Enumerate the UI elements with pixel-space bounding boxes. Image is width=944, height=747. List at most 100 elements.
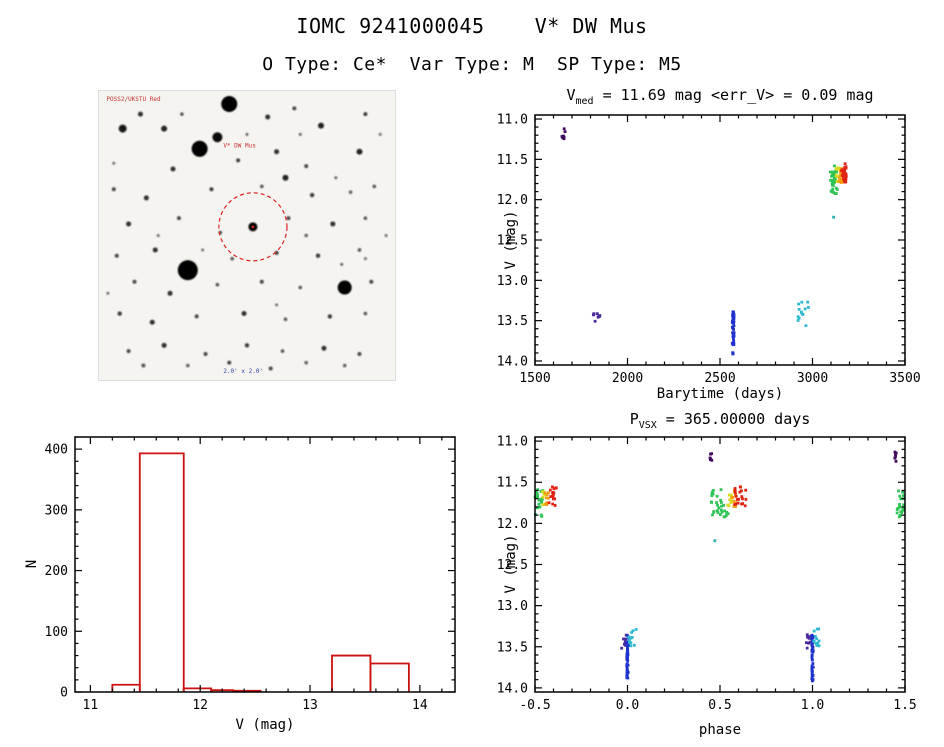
star [230, 256, 234, 261]
data-point [838, 176, 841, 180]
data-point [810, 664, 814, 668]
data-point [534, 490, 538, 494]
data-point [593, 319, 597, 323]
data-point [843, 162, 847, 166]
histogram-panel: 11 12 13 14 0 100 200 300 400 N V (mag) [20, 410, 490, 747]
star [170, 166, 176, 172]
data-point [629, 641, 633, 645]
data-point [796, 315, 800, 319]
data-point [817, 627, 821, 631]
data-point [902, 508, 906, 512]
data-point [897, 515, 901, 519]
star [372, 184, 377, 189]
data-point [899, 510, 903, 514]
star [330, 221, 336, 227]
data-point [719, 498, 723, 502]
data-point [732, 499, 736, 503]
star [132, 279, 137, 284]
data-point [810, 669, 814, 673]
y-tick-label: 200 [45, 564, 68, 579]
data-point [844, 166, 848, 170]
phase-title-pre: P [629, 410, 639, 428]
data-point [536, 495, 539, 499]
y-tick-label: 13.0 [497, 599, 528, 614]
y-tick-label: 12.0 [497, 193, 528, 208]
data-point [811, 674, 815, 677]
data-point [551, 495, 555, 498]
data-point [804, 641, 808, 645]
star [117, 311, 122, 316]
data-point [551, 491, 554, 495]
data-point [562, 137, 566, 141]
y-tick-label: 400 [45, 443, 68, 458]
data-point [837, 180, 841, 184]
y-tick-label: 11.0 [497, 435, 528, 450]
data-point [562, 127, 566, 131]
x-tick-label: 12 [192, 698, 208, 713]
y-tick-label: 100 [45, 625, 68, 640]
star [327, 314, 333, 319]
data-point [628, 640, 631, 644]
phase-xlabel: phase [698, 722, 742, 738]
y-tick-label: 11.5 [497, 476, 528, 491]
histogram-bar [138, 452, 185, 692]
data-point [732, 333, 736, 337]
data-point [897, 489, 900, 493]
histogram-plot: 11 12 13 14 0 100 200 300 400 [45, 436, 456, 713]
star [304, 164, 309, 169]
star [215, 282, 220, 287]
data-point [716, 503, 719, 507]
data-point [806, 300, 810, 304]
y-tick-label: 11.0 [497, 113, 528, 128]
y-tick-label: 12.0 [497, 517, 528, 532]
x-tick-label: 11 [83, 698, 99, 713]
y-tick-label: 14.0 [497, 681, 528, 696]
data-point [710, 452, 713, 456]
star [245, 132, 249, 136]
data-point [709, 458, 713, 462]
data-point [631, 629, 635, 633]
page-subtitle: O Type: Ce* Var Type: M SP Type: M5 [262, 54, 682, 75]
data-point [800, 300, 804, 304]
data-point [715, 501, 718, 504]
data-point [625, 672, 629, 675]
data-point [554, 486, 558, 490]
data-point [543, 491, 547, 495]
star [126, 349, 131, 354]
data-point [833, 164, 836, 168]
data-point [625, 663, 629, 667]
finder-annotation: POSS2/UKSTU Red [106, 96, 161, 103]
data-point [551, 502, 555, 506]
x-tick-label: 13 [302, 698, 318, 713]
star [357, 351, 362, 356]
x-tick-label: 1.5 [893, 698, 916, 713]
data-point [626, 651, 630, 655]
data-point [540, 515, 544, 518]
star [156, 234, 160, 237]
star [309, 192, 315, 198]
star [236, 158, 241, 163]
data-point [817, 639, 821, 643]
data-point [732, 338, 735, 342]
plot-frame [534, 114, 906, 366]
y-tick-label: 14.0 [497, 354, 528, 369]
data-point [838, 178, 842, 181]
data-point [720, 504, 723, 508]
data-point [807, 636, 811, 640]
data-point [796, 319, 800, 322]
data-point [734, 501, 737, 505]
data-point [807, 306, 810, 309]
data-point [740, 495, 744, 498]
data-point [547, 491, 550, 495]
data-point [733, 491, 737, 495]
data-point [545, 501, 548, 505]
data-point [807, 641, 810, 645]
histogram-bar [369, 662, 410, 692]
data-point [834, 186, 838, 190]
x-tick-label: 3000 [797, 371, 828, 386]
data-point [836, 166, 840, 170]
star-field-image: POSS2/UKSTU Red V* DW Mus 2.0' x 2.0' [98, 90, 396, 381]
data-point [634, 628, 638, 631]
star [112, 161, 116, 165]
star [318, 122, 324, 129]
